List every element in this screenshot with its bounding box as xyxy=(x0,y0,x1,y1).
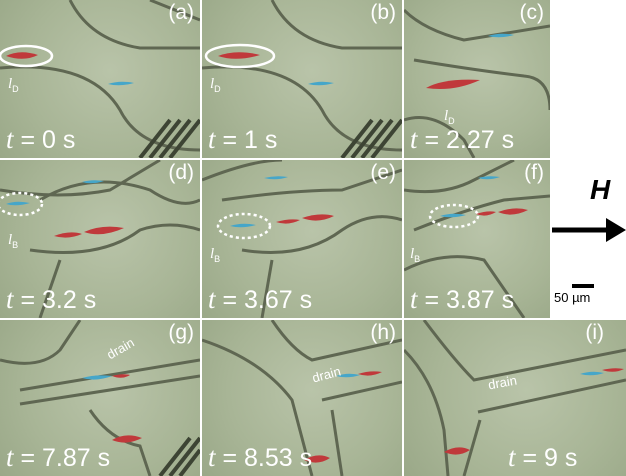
red-droplet xyxy=(302,214,334,221)
time-label: t = 3.2 s xyxy=(6,284,97,314)
microchannel-image xyxy=(404,320,626,476)
microchannel-image xyxy=(0,320,200,476)
panel-a: (a) lD t = 0 s xyxy=(0,0,200,158)
red-droplet xyxy=(84,226,124,235)
field-arrow-icon xyxy=(552,218,626,242)
time-label: t = 9 s xyxy=(508,442,578,472)
panel-b: (b) lD t = 1 s xyxy=(202,0,402,158)
blue-droplet xyxy=(580,371,604,376)
droplet-label: lD xyxy=(444,108,455,126)
blue-droplet xyxy=(82,180,104,184)
panel-g: drain (g) t = 7.87 s xyxy=(0,320,200,476)
red-droplet xyxy=(6,52,38,59)
droplet-label: lD xyxy=(210,76,221,94)
red-droplet xyxy=(276,219,300,224)
microchannel-image xyxy=(0,160,200,318)
panel-letter: (g) xyxy=(168,321,194,344)
microchannel-image xyxy=(404,160,550,318)
panel-letter: (d) xyxy=(168,161,194,184)
blue-droplet xyxy=(308,81,334,86)
panel-letter: (c) xyxy=(519,1,545,24)
time-label: t = 3.87 s xyxy=(410,284,515,314)
blue-droplet xyxy=(230,223,256,228)
red-droplet xyxy=(358,371,382,376)
blue-droplet xyxy=(108,81,134,86)
red-droplet xyxy=(112,374,130,378)
blue-droplet xyxy=(82,375,112,380)
red-droplet xyxy=(426,79,480,89)
droplet-label: lD xyxy=(8,76,19,94)
blue-droplet xyxy=(336,373,360,378)
microchannel-image xyxy=(202,0,402,158)
panel-e: (e) lB t = 3.67 s xyxy=(202,160,402,318)
blue-droplet xyxy=(440,213,466,218)
scale-label: 50 µm xyxy=(554,290,591,305)
panel-f: (f) lB t = 3.87 s xyxy=(404,160,550,318)
droplet-label: lB xyxy=(8,232,19,250)
microchannel-image xyxy=(404,8,550,158)
time-label: t = 3.67 s xyxy=(208,284,313,314)
panel-letter: (b) xyxy=(370,1,396,24)
red-droplet xyxy=(602,368,624,372)
red-droplet xyxy=(444,447,470,455)
legend-column: H 50 µm xyxy=(550,160,626,320)
blue-droplet xyxy=(264,176,288,180)
panel-letter: (i) xyxy=(585,321,604,344)
time-label: t = 2.27 s xyxy=(410,124,515,154)
red-droplet xyxy=(112,435,142,443)
panel-c: (c) lD t = 2.27 s xyxy=(404,0,550,158)
time-label: t = 1 s xyxy=(208,124,278,154)
field-label: H xyxy=(590,174,611,205)
microchannel-image xyxy=(0,0,200,158)
blue-droplet xyxy=(478,176,500,180)
red-droplet xyxy=(498,208,528,215)
time-label: t = 0 s xyxy=(6,124,76,154)
microchannel-image xyxy=(202,160,402,318)
panel-h: drain (h) t = 8.53 s xyxy=(202,320,402,476)
scale-bar xyxy=(572,284,594,288)
microchannel-image xyxy=(202,320,402,476)
blue-droplet xyxy=(6,201,30,206)
red-droplet xyxy=(304,455,330,463)
panel-letter: (e) xyxy=(370,161,396,184)
panel-d: (d) lB t = 3.2 s xyxy=(0,160,200,318)
droplet-label: lB xyxy=(210,246,221,264)
blue-droplet xyxy=(488,33,514,38)
panel-letter: (h) xyxy=(370,321,396,344)
time-label: t = 7.87 s xyxy=(6,442,111,472)
red-droplet xyxy=(476,211,496,216)
panel-letter: (f) xyxy=(524,161,544,184)
panel-letter: (a) xyxy=(168,1,194,24)
droplet-label: lB xyxy=(410,246,421,264)
panel-i: drain (i) t = 9 s xyxy=(404,320,626,476)
time-label: t = 8.53 s xyxy=(208,442,313,472)
red-droplet xyxy=(218,52,260,59)
red-droplet xyxy=(54,232,82,238)
